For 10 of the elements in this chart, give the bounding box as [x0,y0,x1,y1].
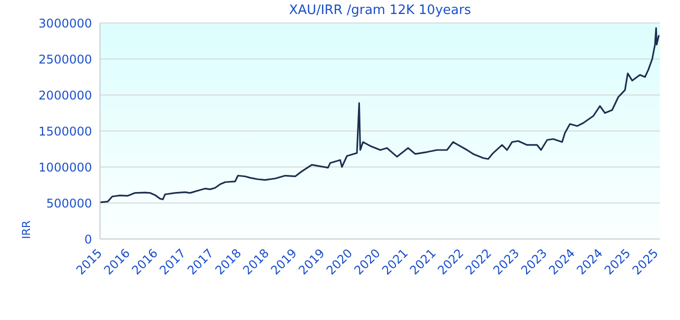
y-tick-label: 2500000 [38,52,92,66]
y-axis-title: IRR [20,220,33,239]
y-tick-label: 1500000 [38,124,92,138]
y-tick-label: 2000000 [38,88,92,102]
y-tick-label: 0 [84,232,92,246]
line-series [100,27,660,204]
chart-title: XAU/IRR /gram 12K 10years [288,3,472,18]
y-tick-label: 500000 [46,196,92,210]
y-tick-label: 1000000 [38,160,92,174]
y-tick-label: 3000000 [38,16,92,30]
